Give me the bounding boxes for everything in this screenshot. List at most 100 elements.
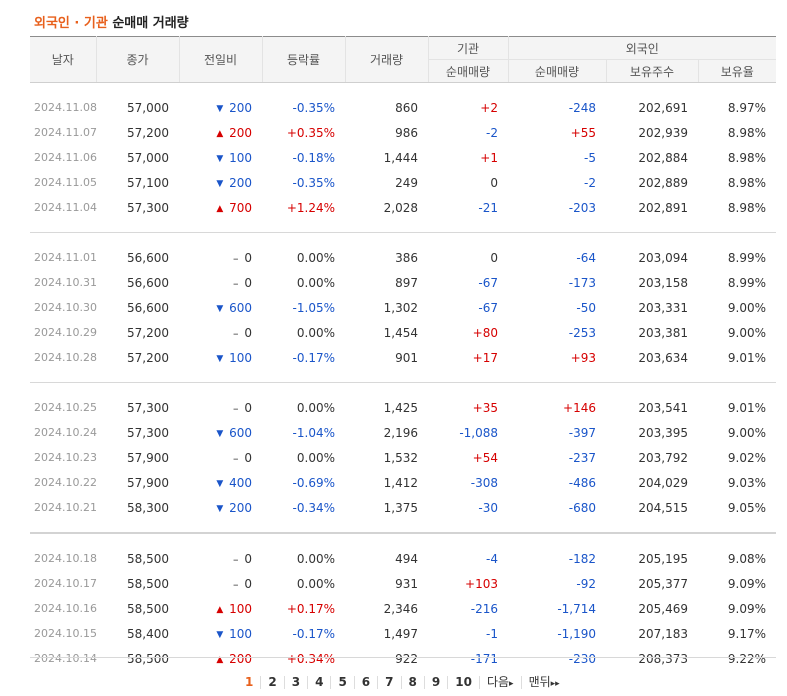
page-link-5[interactable]: 5: [330, 676, 353, 689]
rate-cell: 0.00%: [296, 450, 335, 465]
table-row: 2024.11.08 57,000 ▼ 200 -0.35% 860 +2 -248 202,…: [30, 95, 776, 120]
group-spacer: [30, 370, 776, 383]
table-bottom-border: [30, 657, 776, 658]
rate-cell: -1.04%: [292, 425, 335, 440]
volume-cell: 249: [395, 175, 418, 190]
change-value: 100: [229, 150, 252, 165]
change-cell: ▲ 100: [179, 596, 262, 621]
page-link-2[interactable]: 2: [260, 676, 283, 689]
header-foreign-ratio: 보유율: [698, 59, 777, 83]
volume-cell: 2,196: [383, 425, 418, 440]
table-row: 2024.11.06 57,000 ▼ 100 -0.18% 1,444 +1 -5 202,…: [30, 145, 776, 170]
header-volume: 거래량: [345, 36, 429, 83]
foreign-ratio-cell: 9.00%: [727, 425, 767, 440]
rate-cell: 0.00%: [296, 400, 335, 415]
group-spacer: [30, 83, 776, 96]
page-link-1[interactable]: 1: [245, 675, 254, 689]
table-row: 2024.10.25 57,300 – 0 0.00% 1,425 +35 +146 203,…: [30, 395, 776, 420]
page-link-6[interactable]: 6: [353, 676, 377, 689]
table-row: 2024.10.31 56,600 – 0 0.00% 897 -67 -173 203,15…: [30, 270, 776, 295]
inst-net-cell: -171: [470, 651, 498, 666]
close-cell: 57,300: [127, 400, 169, 415]
foreign-ratio-cell: 9.00%: [727, 300, 767, 315]
volume-cell: 897: [395, 275, 418, 290]
change-cell: ▼ 100: [179, 145, 262, 170]
close-cell: 57,200: [127, 350, 169, 365]
page-link-3[interactable]: 3: [283, 676, 307, 689]
trading-table: 날자 종가 전일비 등락률 거래량 기관 외국인 순매매량 순매매량 보유주수 …: [30, 36, 777, 684]
foreign-ratio-cell: 8.98%: [727, 150, 767, 165]
inst-net-cell: +103: [465, 576, 498, 591]
table-row: 2024.10.28 57,200 ▼ 100 -0.17% 901 +17 +93 203,…: [30, 345, 776, 370]
last-label: 맨뒤: [528, 675, 551, 689]
table-row: 2024.11.07 57,200 ▲ 200 +0.35% 986 -2 +55 202,9…: [30, 120, 776, 145]
change-cell: – 0: [179, 320, 262, 345]
foreign-net-cell: -173: [568, 275, 596, 290]
header-institution: 기관: [428, 36, 509, 60]
foreign-net-cell: -64: [576, 250, 596, 265]
inst-net-cell: 0: [490, 175, 498, 190]
foreign-hold-cell: 208,373: [638, 651, 688, 666]
rate-cell: 0.00%: [296, 275, 335, 290]
change-cell: – 0: [179, 245, 262, 270]
rate-cell: 0.00%: [296, 250, 335, 265]
group-divider: [30, 232, 777, 233]
change-cell: ▼ 100: [179, 345, 262, 370]
date-cell: 2024.10.14: [34, 652, 97, 665]
foreign-ratio-cell: 8.97%: [727, 100, 767, 115]
page-link-10[interactable]: 10: [447, 676, 479, 689]
page-link-8[interactable]: 8: [400, 676, 424, 689]
change-cell: ▼ 200: [179, 495, 262, 520]
volume-cell: 2,028: [383, 200, 418, 215]
date-cell: 2024.11.06: [34, 151, 97, 164]
page-link-4[interactable]: 4: [307, 676, 330, 689]
arrow-down-icon: ▼: [216, 103, 224, 114]
flat-dash-icon: –: [233, 251, 239, 265]
next-page-button[interactable]: 다음 ▸: [478, 676, 521, 689]
group-spacer: [30, 383, 776, 395]
inst-net-cell: 0: [490, 250, 498, 265]
rate-cell: +0.34%: [286, 651, 335, 666]
inst-net-cell: -2: [486, 125, 498, 140]
change-cell: – 0: [179, 546, 262, 571]
header-foreign: 외국인: [508, 36, 777, 60]
close-cell: 58,500: [127, 576, 169, 591]
foreign-hold-cell: 205,469: [638, 601, 688, 616]
rate-cell: -0.69%: [292, 475, 335, 490]
change-cell: ▼ 400: [179, 470, 262, 495]
foreign-hold-cell: 203,634: [638, 350, 688, 365]
arrow-up-icon: ▲: [216, 654, 224, 665]
last-page-button[interactable]: 맨뒤 ▸▸: [520, 675, 567, 689]
foreign-hold-cell: 205,377: [638, 576, 688, 591]
title-highlight: 외국인 · 기관: [34, 16, 108, 31]
foreign-hold-cell: 203,792: [638, 450, 688, 465]
close-cell: 58,300: [127, 500, 169, 515]
volume-cell: 922: [395, 651, 418, 666]
group-spacer: [30, 220, 776, 233]
foreign-net-cell: -486: [568, 475, 596, 490]
change-value: 0: [244, 400, 252, 415]
inst-net-cell: -21: [478, 200, 498, 215]
table-row: 2024.10.15 58,400 ▼ 100 -0.17% 1,497 -1 -1,190…: [30, 621, 776, 646]
volume-cell: 901: [395, 350, 418, 365]
inst-net-cell: -67: [478, 300, 498, 315]
group-spacer: [30, 534, 776, 546]
close-cell: 56,600: [127, 250, 169, 265]
header-rate: 등락률: [262, 36, 346, 83]
change-value: 0: [244, 576, 252, 591]
arrow-down-icon: ▼: [216, 478, 224, 489]
page-link-9[interactable]: 9: [423, 676, 447, 689]
rate-cell: -0.34%: [292, 500, 335, 515]
flat-dash-icon: –: [233, 552, 239, 566]
close-cell: 58,400: [127, 626, 169, 641]
date-cell: 2024.10.24: [34, 426, 97, 439]
close-cell: 58,500: [127, 651, 169, 666]
table-body: 2024.11.08 57,000 ▼ 200 -0.35% 860 +2 -248 202,…: [30, 83, 777, 684]
flat-dash-icon: –: [233, 326, 239, 340]
date-cell: 2024.10.18: [34, 552, 97, 565]
close-cell: 57,000: [127, 100, 169, 115]
foreign-hold-cell: 202,891: [638, 200, 688, 215]
change-cell: ▼ 100: [179, 621, 262, 646]
page-link-7[interactable]: 7: [377, 676, 400, 689]
inst-net-cell: -1: [486, 626, 498, 641]
